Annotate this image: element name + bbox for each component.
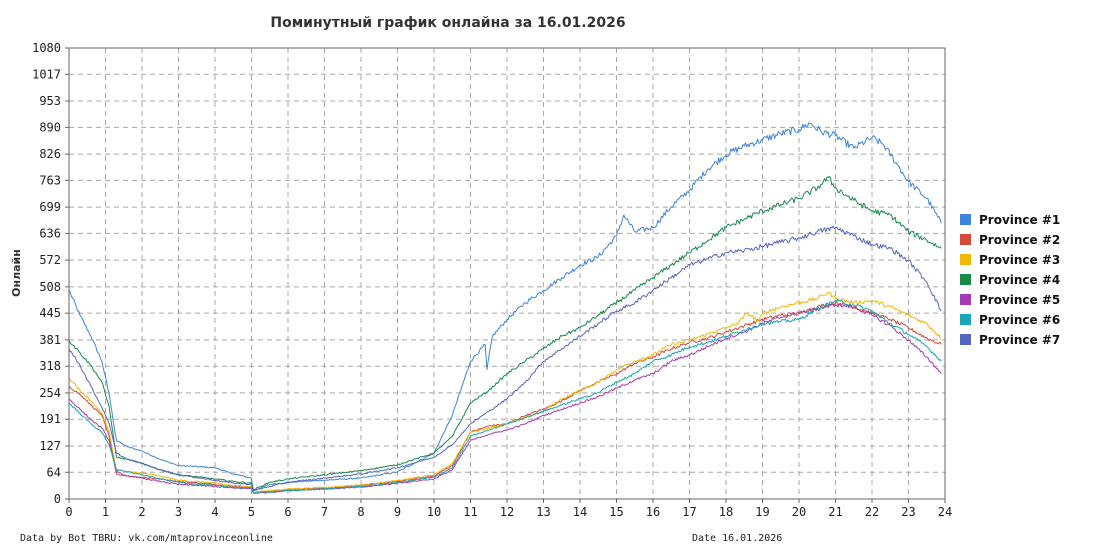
footer-date: Date 16.01.2026 <box>692 533 782 544</box>
series-lines <box>68 122 942 494</box>
legend-label: Province #7 <box>979 333 1060 347</box>
x-tick-label: 6 <box>284 505 291 519</box>
y-tick-label: 191 <box>39 412 61 426</box>
grid <box>69 47 945 499</box>
x-tick-label: 0 <box>65 505 72 519</box>
x-tick-label: 22 <box>865 505 879 519</box>
y-tick-label: 445 <box>39 306 61 320</box>
x-tick-label: 3 <box>175 505 182 519</box>
x-tick-label: 12 <box>500 505 514 519</box>
x-tick-label: 13 <box>536 505 550 519</box>
y-tick-label: 890 <box>39 120 61 134</box>
legend-swatch <box>960 294 971 305</box>
y-tick-label: 763 <box>39 173 61 187</box>
legend-label: Province #2 <box>979 233 1060 247</box>
x-tick-label: 23 <box>901 505 915 519</box>
y-tick-label: 699 <box>39 200 61 214</box>
y-tick-label: 1017 <box>32 67 61 81</box>
series-line-2 <box>68 300 942 494</box>
legend: Province #1 Province #2 Province #3 Provinc… <box>960 213 1060 347</box>
legend-label: Province #1 <box>979 213 1060 227</box>
x-tick-label: 16 <box>646 505 660 519</box>
x-tick-label: 10 <box>427 505 441 519</box>
series-line-4 <box>68 175 942 491</box>
x-tick-label: 8 <box>357 505 364 519</box>
x-tick-label: 20 <box>792 505 806 519</box>
x-tick-label: 11 <box>463 505 477 519</box>
x-tick-label: 1 <box>102 505 109 519</box>
y-tick-label: 0 <box>54 492 61 506</box>
x-tick-label: 18 <box>719 505 733 519</box>
x-tick-label: 4 <box>211 505 218 519</box>
legend-label: Province #5 <box>979 293 1060 307</box>
y-tick-label: 127 <box>39 439 61 453</box>
x-tick-label: 15 <box>609 505 623 519</box>
y-tick-label: 1080 <box>32 41 61 55</box>
series-line-5 <box>68 303 942 494</box>
footer-source: Data by Bot TBRU: vk.com/mtaprovinceonli… <box>20 533 273 544</box>
legend-swatch <box>960 214 971 225</box>
legend-swatch <box>960 254 971 265</box>
y-axis-ticks: 0 64 127 191 254 318 381 445 508 572 636 699 763 826 8… <box>32 41 69 506</box>
y-tick-label: 318 <box>39 359 61 373</box>
chart-title: Поминутный график онлайна за 16.01.2026 <box>270 15 625 31</box>
x-tick-label: 7 <box>321 505 328 519</box>
x-axis-ticks: 0 1 2 3 4 5 6 7 8 9 10 11 12 13 14 15 16 17 18 19 20 21 22 23 24 <box>65 499 952 519</box>
y-tick-label: 64 <box>47 465 61 479</box>
legend-swatch <box>960 314 971 325</box>
x-tick-label: 9 <box>394 505 401 519</box>
legend-swatch <box>960 334 971 345</box>
y-tick-label: 508 <box>39 280 61 294</box>
x-tick-label: 17 <box>682 505 696 519</box>
legend-label: Province #4 <box>979 273 1060 287</box>
series-line-1 <box>68 122 942 492</box>
x-tick-label: 24 <box>938 505 952 519</box>
y-tick-label: 254 <box>39 386 61 400</box>
x-tick-label: 5 <box>248 505 255 519</box>
y-axis-label: Онлайн <box>10 249 23 297</box>
y-tick-label: 636 <box>39 226 61 240</box>
x-tick-label: 14 <box>573 505 587 519</box>
series-line-7 <box>68 225 942 492</box>
x-tick-label: 2 <box>138 505 145 519</box>
series-line-6 <box>68 298 942 494</box>
y-tick-label: 826 <box>39 147 61 161</box>
legend-label: Province #6 <box>979 313 1060 327</box>
legend-swatch <box>960 274 971 285</box>
y-tick-label: 381 <box>39 333 61 347</box>
x-tick-label: 21 <box>828 505 842 519</box>
legend-label: Province #3 <box>979 253 1060 267</box>
y-tick-label: 953 <box>39 94 61 108</box>
x-tick-label: 19 <box>755 505 769 519</box>
y-tick-label: 572 <box>39 253 61 267</box>
legend-swatch <box>960 234 971 245</box>
